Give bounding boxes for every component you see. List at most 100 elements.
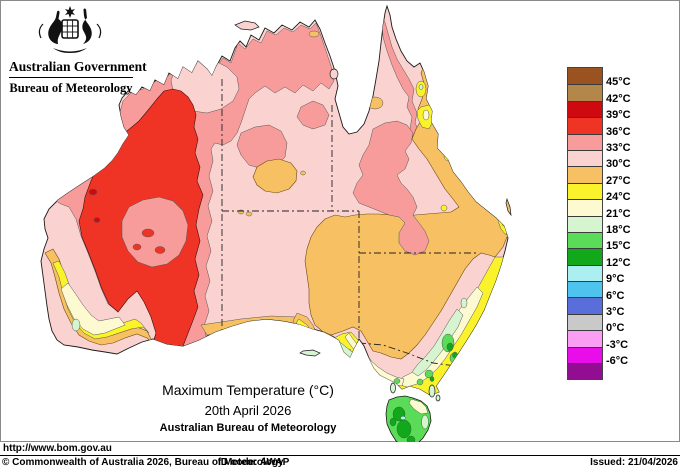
- region-21-24-eyre: [301, 332, 311, 340]
- map-title-block: Maximum Temperature (°C) 20th April 2026…: [103, 382, 393, 434]
- legend-label-21°C: 21°C: [606, 207, 631, 220]
- region-36-39-spot3: [132, 243, 142, 251]
- gov-label: Australian Government: [9, 59, 147, 74]
- king-island: [390, 382, 396, 394]
- region-27-30-gove: [308, 30, 320, 38]
- legend-swatch-3: [568, 117, 602, 134]
- region-27-30-speck2: [245, 211, 253, 217]
- region-27-30-darwin: [228, 36, 238, 42]
- fraser-island: [505, 197, 512, 217]
- region-24-27-neq4: [440, 204, 448, 212]
- region-33-36-central-qld: [352, 120, 430, 256]
- legend-label-45°C: 45°C: [606, 76, 631, 89]
- legend-swatch-14: [568, 297, 602, 314]
- legend-swatch-9: [568, 215, 602, 232]
- region-18-21-sw: [71, 318, 81, 332]
- legend-label-12°C: 12°C: [606, 256, 631, 269]
- region-12-15-seq: [501, 219, 507, 227]
- region-27-30-capeyork-west: [366, 96, 384, 110]
- legend-swatch-17: [568, 346, 602, 364]
- region-36-39-spot1: [141, 228, 155, 238]
- region-27-30-central: [252, 158, 298, 194]
- region-36-39-spot2: [154, 246, 166, 254]
- legend-label-30°C: 30°C: [606, 158, 631, 171]
- map-canvas: Australian Government Bureau of Meteorol…: [0, 0, 680, 442]
- region-21-24-neq2: [422, 109, 430, 121]
- legend-label-24°C: 24°C: [606, 191, 631, 204]
- bureau-label: Bureau of Meteorology: [9, 81, 133, 95]
- legend-label-36°C: 36°C: [606, 125, 631, 138]
- map-title: Maximum Temperature (°C): [162, 382, 334, 398]
- legend-label-15°C: 15°C: [606, 240, 631, 253]
- region-18-21-neq1: [418, 84, 424, 90]
- legend-label-42°C: 42°C: [606, 92, 631, 105]
- kangaroo-island: [299, 349, 321, 357]
- legend-swatch-11: [568, 248, 602, 265]
- legend-swatch-16: [568, 330, 602, 347]
- australia-temperature-map: [40, 4, 512, 442]
- legend-label-9°C: 9°C: [606, 273, 625, 286]
- footer-bar: © Commonwealth of Australia 2026, Bureau…: [0, 457, 680, 467]
- region-24-27-yorke: [314, 334, 324, 349]
- legend-swatch-12: [568, 264, 602, 282]
- legend-label-18°C: 18°C: [606, 224, 631, 236]
- legend-swatch-18: [568, 363, 602, 380]
- legend-label-33°C: 33°C: [606, 142, 631, 154]
- header-divider: [9, 77, 133, 78]
- islands: [234, 20, 512, 402]
- legend-swatch-2: [568, 100, 602, 118]
- legend-swatch-column: [567, 67, 603, 381]
- legend-label-6°C: 6°C: [606, 289, 625, 302]
- legend-label-3°C: 3°C: [606, 306, 625, 318]
- tas-lake: [400, 415, 406, 421]
- region-27-30-speck3: [300, 170, 306, 176]
- legend-swatch-1: [568, 84, 602, 101]
- tas-highlands-4: [389, 417, 397, 427]
- region-33-36-gulf-patch: [296, 100, 330, 130]
- legend-label--3°C: -3°C: [606, 338, 629, 351]
- tas-east-palegreen: [421, 414, 429, 430]
- copyright-text: © Commonwealth of Australia 2026, Bureau…: [2, 457, 284, 467]
- region-15-18-vic3: [393, 378, 401, 384]
- footer-divider: [0, 455, 680, 456]
- region-15-18-vic2: [416, 378, 424, 386]
- bom-url: http://www.bom.gov.au: [3, 443, 112, 454]
- tas-northeast-cream: [408, 398, 429, 415]
- state-borders: [221, 79, 479, 367]
- australian-coat-of-arms-icon: [38, 6, 102, 53]
- region-18-21-ne-spur: [460, 297, 468, 309]
- legend-swatch-13: [568, 281, 602, 298]
- region-12-15-alps1: [446, 342, 454, 352]
- issued-text: Issued: 21/04/2026: [590, 457, 678, 467]
- flinders-island: [428, 384, 436, 398]
- region-18-21-alps: [411, 308, 464, 377]
- region-24-27-darwin-speck: [246, 16, 254, 22]
- legend-swatch-6: [568, 166, 602, 183]
- legend-swatch-10: [568, 231, 602, 249]
- region-12-15-alps2: [452, 351, 458, 359]
- region-12-15-vic: [429, 376, 435, 382]
- map-date: 20th April 2026: [204, 403, 292, 418]
- legend-swatch-0: [568, 68, 602, 85]
- region-39-42-spot1: [88, 188, 98, 196]
- melville-island: [234, 20, 260, 31]
- legend-label-39°C: 39°C: [606, 109, 631, 122]
- tas-highlands-3: [406, 435, 416, 442]
- legend-swatch-4: [568, 133, 602, 150]
- legend-swatch-15: [568, 313, 602, 331]
- map-org: Australian Bureau of Meteorology: [159, 422, 337, 434]
- legend-label-27°C: 27°C: [606, 174, 631, 187]
- tas-highlands-2: [396, 419, 412, 439]
- legend-swatch-8: [568, 199, 602, 216]
- bass-islet: [435, 394, 441, 402]
- legend-label-0°C: 0°C: [606, 322, 625, 335]
- legend-swatch-7: [568, 182, 602, 200]
- tasmania: [385, 395, 432, 442]
- region-39-42-spot2: [93, 217, 101, 223]
- id-code-text: ID code: AWAP: [218, 457, 290, 467]
- region-15-18-vic1: [424, 369, 434, 379]
- region-18-21-eyre: [304, 336, 310, 342]
- legend-swatch-5: [568, 149, 602, 167]
- groote-eylandt: [329, 68, 339, 80]
